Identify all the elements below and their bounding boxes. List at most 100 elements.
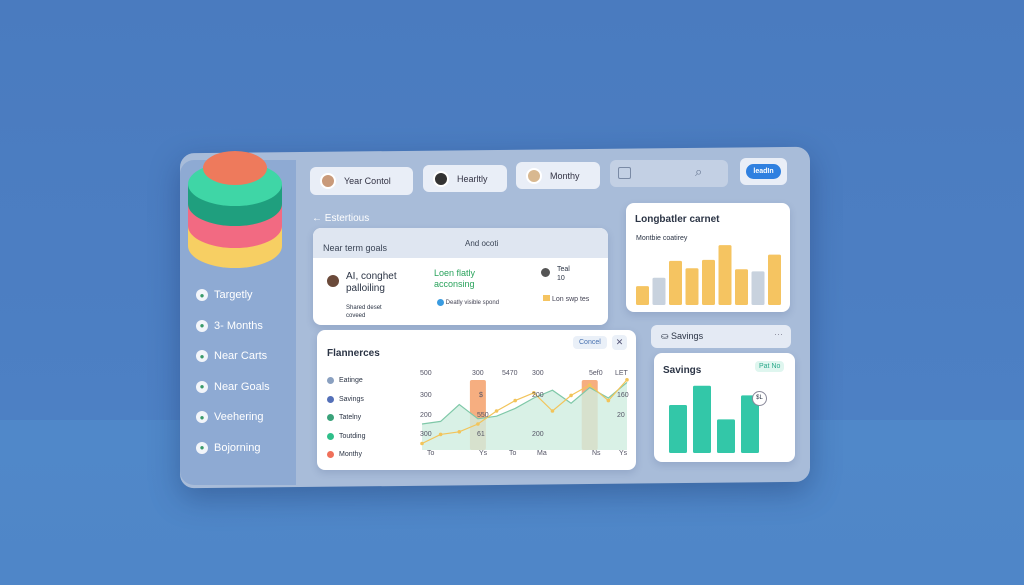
card-title: Savings	[663, 365, 702, 376]
line-series	[421, 379, 628, 445]
legend-item: Toutding	[327, 432, 366, 440]
tab-year-control[interactable]: Year Contol	[310, 167, 413, 195]
lead-button-wrap: leadIn	[740, 158, 787, 185]
bar	[702, 259, 715, 305]
avatar-icon: ●	[196, 411, 208, 423]
savings-marker: $L	[752, 391, 767, 406]
legend-swatch	[327, 377, 334, 384]
flannerces-line-chart	[420, 378, 629, 450]
close-icon[interactable]: ✕	[612, 335, 627, 350]
longbatler-card: Longbatler carnet Montbie coatirey	[626, 203, 790, 312]
chart-label: 300	[532, 370, 544, 377]
chart-label: Ma	[537, 450, 547, 457]
sidebar-item[interactable]: ● Bojorning	[196, 441, 260, 454]
area-series	[422, 382, 627, 450]
bar	[669, 260, 682, 305]
avatar-icon: ●	[196, 319, 208, 332]
more-icon[interactable]: ···	[774, 329, 783, 339]
sidebar-item[interactable]: ● Near Goals	[196, 380, 270, 393]
search-icon[interactable]: ⌕	[695, 164, 703, 179]
sidebar-item[interactable]: ● 3- Months	[196, 319, 263, 332]
avatar	[539, 266, 552, 279]
chart-label: Ys	[619, 450, 628, 457]
lead-button[interactable]: leadIn	[746, 164, 781, 179]
bar	[636, 286, 649, 305]
chart-label: 300	[472, 370, 484, 377]
line-series	[421, 381, 628, 425]
bar	[717, 419, 735, 453]
back-link[interactable]: ← Estertious	[312, 213, 370, 224]
legend-label: Savings	[339, 395, 364, 403]
bar	[685, 268, 699, 305]
savings-bar[interactable]: ⛀ Savings ···	[651, 325, 791, 348]
sidebar-item[interactable]: ● Near Carts	[196, 350, 267, 362]
tab-label: Year Contol	[344, 176, 391, 186]
flannerces-card: Flannerces Concel ✕ Eatinge Savings Tateln…	[317, 330, 636, 470]
bar	[669, 405, 687, 453]
search-input[interactable]: ⌕	[610, 160, 728, 187]
goal-title: AI, conghet palloiling	[346, 271, 397, 294]
sidebar-item[interactable]: ● Targetly	[196, 289, 253, 301]
data-point	[513, 398, 517, 403]
calendar-icon	[618, 167, 631, 179]
chart-label: 5470	[502, 370, 518, 377]
legend-label: Monthy	[339, 451, 362, 458]
card-subtitle: Montbie coatirey	[636, 235, 688, 242]
legend-swatch	[327, 395, 334, 403]
data-point	[420, 441, 424, 446]
legend-swatch	[327, 432, 334, 440]
avatar-icon: ●	[196, 350, 208, 362]
sidebar-item-label: Near Carts	[214, 350, 268, 362]
status-text: Deatly visible spond	[445, 300, 500, 307]
chart-label: $	[479, 392, 483, 399]
bar	[693, 385, 711, 453]
avatar	[325, 273, 341, 289]
tab-monthly[interactable]: Monthy	[516, 162, 600, 189]
cancel-button[interactable]: Concel	[573, 336, 607, 349]
goals-header-mid: And ocoti	[465, 239, 499, 248]
right-sub: 10	[557, 275, 565, 282]
chart-label: LET	[615, 370, 628, 377]
chart-label: 300	[420, 392, 432, 399]
tab-heartly[interactable]: Hearltly	[423, 165, 507, 192]
data-point	[569, 393, 573, 398]
sidebar-item-label: Targetly	[214, 289, 253, 301]
right-status: Lon swp tes	[543, 295, 589, 303]
chart-label: 200	[532, 392, 544, 399]
sidebar-item[interactable]: ● Veehering	[196, 411, 264, 423]
savings-bar-chart	[669, 385, 759, 453]
data-point	[457, 430, 462, 434]
file-icon	[543, 295, 550, 301]
savings-card: Savings Pat No $L	[654, 353, 795, 462]
data-point	[532, 391, 536, 395]
data-point	[494, 409, 499, 413]
legend-label: Tatelny	[339, 414, 362, 421]
card-title: Longbatler carnet	[635, 214, 720, 225]
longbatler-bar-chart	[636, 245, 781, 305]
check-icon	[437, 299, 444, 306]
goal-icon: ●	[196, 380, 208, 393]
right-info: Teal 10	[557, 265, 570, 283]
card-title: Flannerces	[327, 348, 380, 359]
tab-label: Monthy	[550, 170, 580, 181]
chart-label: 5ef0	[589, 370, 603, 377]
bar	[718, 245, 732, 305]
data-point	[587, 383, 592, 387]
legend-item: Monthy	[327, 451, 362, 458]
goals-card: Near term goals And ocoti AI, conghet pa…	[313, 228, 608, 325]
avatar	[320, 173, 336, 189]
data-point	[625, 378, 629, 382]
goal-status-text: Loen flatly acconsing	[434, 268, 476, 289]
right-title: Teal	[557, 266, 570, 273]
avatar	[433, 170, 449, 187]
chart-label: 61	[477, 431, 485, 438]
legend-label: Toutding	[339, 432, 366, 440]
savings-badge: Pat No	[755, 361, 785, 372]
app-logo	[188, 151, 282, 268]
chart-label: 160	[617, 392, 629, 399]
legend-swatch	[327, 451, 334, 458]
bar	[751, 271, 765, 305]
back-label: Estertious	[324, 213, 370, 224]
tab-label: Hearltly	[457, 173, 488, 184]
chart-label: 200	[420, 412, 432, 419]
